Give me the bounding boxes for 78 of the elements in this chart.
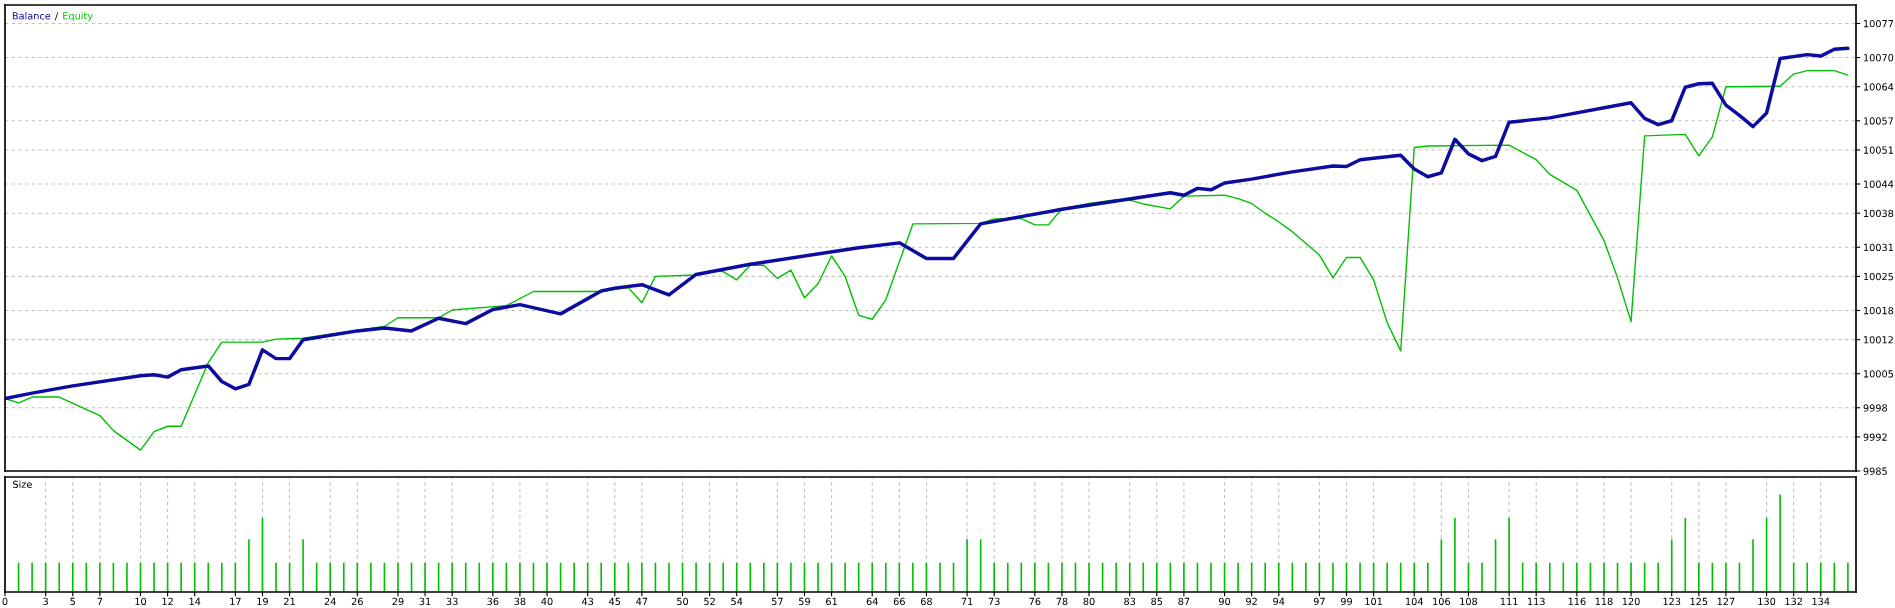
y-tick-label: 10025 xyxy=(1864,272,1894,281)
x-tick-label: 45 xyxy=(609,597,621,606)
x-tick-label: 127 xyxy=(1717,597,1735,605)
x-tick-label: 78 xyxy=(1056,597,1068,606)
x-tick-label: 40 xyxy=(541,597,553,606)
x-tick-label: 101 xyxy=(1365,597,1382,606)
x-tick-label: 125 xyxy=(1690,597,1708,606)
x-tick-label: 85 xyxy=(1151,597,1163,606)
x-tick-label: 12 xyxy=(162,597,173,605)
x-tick-label: 68 xyxy=(920,597,932,606)
x-tick-label: 66 xyxy=(893,597,905,606)
y-tick-label: 10077 xyxy=(1864,19,1894,28)
y-tick-label: 10064 xyxy=(1864,83,1894,91)
y-tick-label: 10044 xyxy=(1864,180,1894,188)
x-tick-label: 99 xyxy=(1340,597,1352,606)
x-tick-label: 5 xyxy=(70,597,75,606)
y-tick-label: 10038 xyxy=(1864,209,1894,218)
x-tick-label: 33 xyxy=(446,597,458,606)
x-tick-label: 73 xyxy=(988,597,1000,606)
x-tick-label: 92 xyxy=(1246,597,1257,606)
x-tick-label: 106 xyxy=(1433,597,1451,606)
x-tick-label: 7 xyxy=(97,597,103,605)
chart-title: Size xyxy=(13,480,32,488)
x-tick-label: 61 xyxy=(826,597,837,606)
x-tick-label: 132 xyxy=(1785,597,1802,606)
x-tick-label: 64 xyxy=(866,597,878,606)
y-tick-label: 9985 xyxy=(1863,467,1887,475)
x-tick-label: 104 xyxy=(1406,597,1423,606)
x-tick-label: 123 xyxy=(1663,597,1681,606)
y-tick-label: 10051 xyxy=(1864,146,1893,154)
x-tick-label: 80 xyxy=(1083,597,1095,606)
y-tick-label: 10005 xyxy=(1864,370,1894,378)
x-tick-label: 120 xyxy=(1622,597,1640,606)
x-tick-label: 113 xyxy=(1528,597,1545,606)
text: Balance xyxy=(12,11,51,20)
text: Equity xyxy=(63,11,93,22)
x-tick-label: 97 xyxy=(1313,597,1325,606)
x-tick-label: 21 xyxy=(284,597,295,605)
y-tick-label: 10018 xyxy=(1864,306,1894,315)
line-series xyxy=(5,46,1850,401)
x-tick-label: 3 xyxy=(43,597,48,606)
y-tick-label: 10057 xyxy=(1864,117,1894,125)
x-tick-label: 71 xyxy=(961,597,973,605)
x-tick-label: 111 xyxy=(1500,597,1518,605)
x-tick-label: 108 xyxy=(1460,597,1478,606)
y-tick-label: 10070 xyxy=(1864,54,1894,62)
x-tick-label: 36 xyxy=(487,597,499,606)
x-tick-label: 17 xyxy=(230,597,241,605)
annotation: / xyxy=(54,12,59,21)
x-tick-label: 90 xyxy=(1218,597,1231,606)
x-tick-label: 54 xyxy=(731,597,743,606)
x-tick-label: 57 xyxy=(771,597,783,606)
x-tick-label: 38 xyxy=(514,597,526,606)
x-tick-label: 10 xyxy=(135,597,147,606)
x-tick-label: 29 xyxy=(392,597,404,606)
x-tick-label: 43 xyxy=(581,597,594,606)
x-tick-label: 50 xyxy=(677,597,689,606)
x-tick-label: 47 xyxy=(636,597,648,605)
x-tick-label: 19 xyxy=(257,597,268,606)
x-tick-label: 26 xyxy=(351,597,363,606)
x-tick-label: 0 xyxy=(2,597,8,606)
x-tick-label: 87 xyxy=(1178,597,1190,606)
y-tick-label: 9998 xyxy=(1863,404,1888,412)
y-tick-label: 10031 xyxy=(1864,243,1893,252)
x-tick-label: 59 xyxy=(799,597,810,606)
x-tick-label: 76 xyxy=(1029,597,1041,606)
x-tick-label: 31 xyxy=(419,597,431,606)
y-tick-label: 10012 xyxy=(1864,336,1893,344)
y-tick-label: 9992 xyxy=(1863,433,1887,441)
x-tick-label: 116 xyxy=(1568,597,1586,606)
x-tick-label: 134 xyxy=(1812,597,1830,606)
x-tick-label: 118 xyxy=(1595,597,1613,606)
x-tick-label: 24 xyxy=(324,597,336,605)
x-tick-label: 130 xyxy=(1758,597,1776,606)
x-tick-label: 52 xyxy=(704,597,715,606)
x-tick-label: 83 xyxy=(1124,597,1136,606)
x-tick-label: 14 xyxy=(189,597,201,605)
x-tick-label: 94 xyxy=(1273,597,1285,606)
